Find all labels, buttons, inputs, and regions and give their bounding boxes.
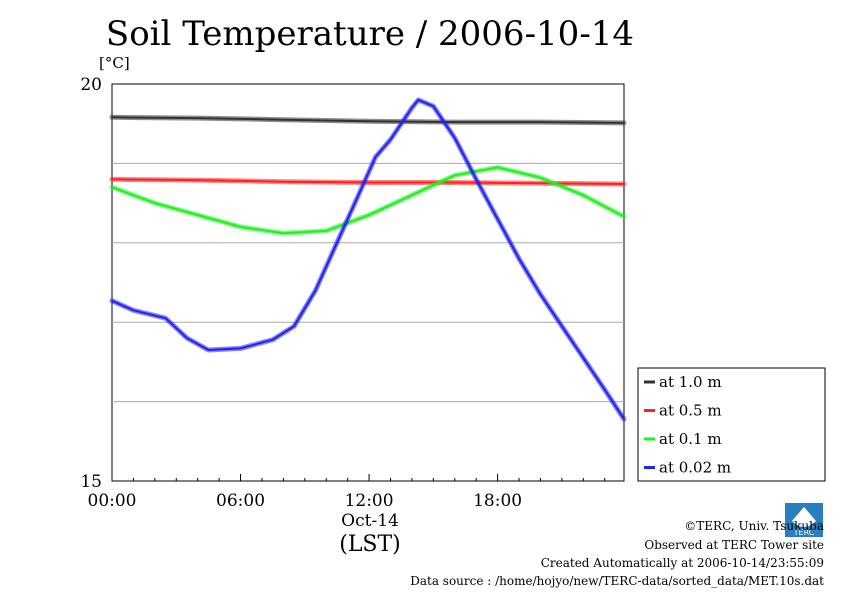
site-text: Observed at TERC Tower site: [644, 538, 824, 552]
y-axis-unit-label: [°C]: [99, 54, 130, 72]
terc-logo: TERC: [785, 503, 823, 537]
legend-label-0: at 1.0 m: [659, 373, 722, 391]
copyright-text: ©TERC, Univ. Tsukuba: [684, 519, 824, 533]
legend-label-3: at 0.02 m: [659, 459, 731, 477]
logo-text: TERC: [793, 528, 815, 537]
legend-label-1: at 0.5 m: [659, 402, 722, 420]
created-text: Created Automatically at 2006-10-14/23:5…: [540, 556, 824, 570]
axis-layer: 15 20 00:00 06:00 12:00 18:00: [80, 75, 606, 511]
legend-box: [637, 367, 826, 482]
plot-area: [111, 83, 625, 482]
x-axis-title: (LST): [339, 532, 401, 557]
x-axis-date-label: Oct-14: [341, 511, 399, 531]
y-tick-label: 15: [80, 472, 102, 492]
legend: at 1.0 m at 0.5 m at 0.1 m at 0.02 m: [637, 367, 826, 482]
series-line-2: [111, 166, 625, 235]
chart-title: Soil Temperature / 2006-10-14: [105, 14, 635, 54]
series-layer: [109, 97, 627, 422]
gridlines: [112, 162, 624, 403]
data-source-text: Data source : /home/hojyo/new/TERC-data/…: [410, 574, 824, 588]
water-drop-icon: [792, 507, 816, 527]
x-tick-label: 06:00: [216, 491, 265, 511]
x-tick-label: 12:00: [345, 491, 394, 511]
x-tick-label: 18:00: [473, 491, 522, 511]
series-line-3: [111, 98, 625, 420]
series-line-0: [111, 116, 625, 124]
legend-label-2: at 0.1 m: [659, 430, 722, 448]
series-line-1: [111, 178, 625, 185]
y-tick-label: 20: [80, 75, 102, 95]
x-tick-label: 00:00: [88, 491, 137, 511]
